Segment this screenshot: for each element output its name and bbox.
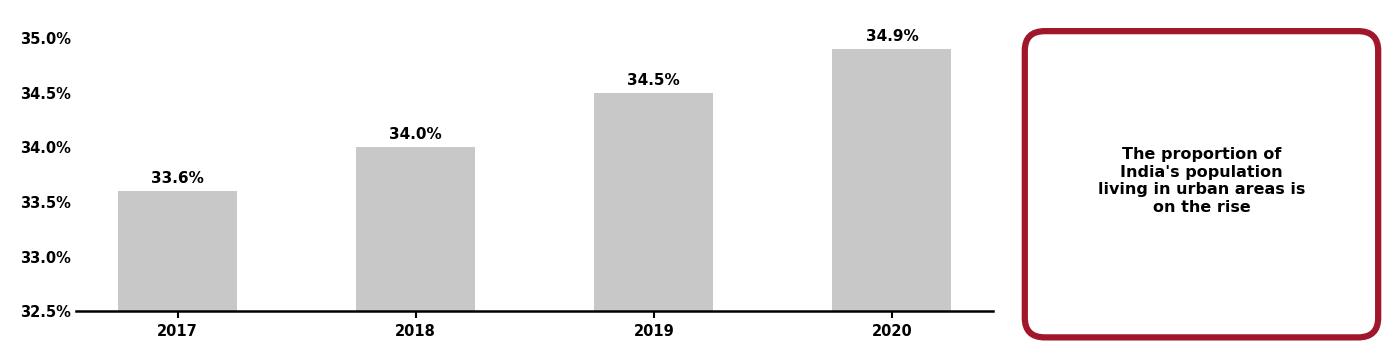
FancyBboxPatch shape xyxy=(1025,31,1378,337)
Bar xyxy=(594,93,714,362)
Bar xyxy=(832,49,951,362)
Text: 34.5%: 34.5% xyxy=(628,73,681,88)
Text: 34.0%: 34.0% xyxy=(389,127,442,143)
Bar xyxy=(356,147,475,362)
Text: 34.9%: 34.9% xyxy=(865,29,918,44)
Text: The proportion of
India's population
living in urban areas is
on the rise: The proportion of India's population liv… xyxy=(1097,147,1306,215)
Text: 33.6%: 33.6% xyxy=(151,171,204,186)
Bar xyxy=(118,191,238,362)
